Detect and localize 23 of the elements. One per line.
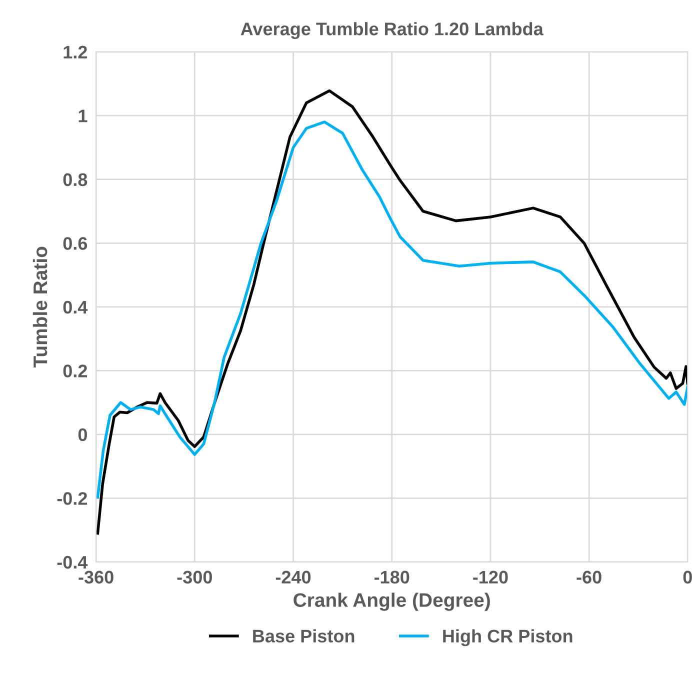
x-tick-label: -180 xyxy=(374,570,410,584)
y-tick-label: 0.8 xyxy=(63,173,88,186)
x-axis-title: Crank Angle (Degree) xyxy=(294,592,490,611)
y-tick-label: 0 xyxy=(78,428,87,442)
legend-label: High CR Piston xyxy=(443,629,572,646)
y-tick-label: -0.2 xyxy=(57,492,87,505)
line-series xyxy=(96,120,688,499)
x-tick-label: 0 xyxy=(683,570,692,584)
y-tick-label: -0.4 xyxy=(57,556,88,569)
x-tick-label: -120 xyxy=(473,570,508,584)
y-tick-label: 1 xyxy=(78,110,88,122)
line-series xyxy=(96,89,688,535)
x-tick-label: -360 xyxy=(78,570,114,584)
y-tick-label: 1.2 xyxy=(64,46,87,58)
legend-label: Base Piston xyxy=(253,629,354,642)
x-tick-label: -60 xyxy=(576,570,602,584)
x-tick-label: -300 xyxy=(177,570,212,584)
y-axis-title: Tumble Ratio xyxy=(32,246,48,368)
chart-title: Average Tumble Ratio 1.20 Lambda xyxy=(240,22,544,39)
y-tick-label: 0.6 xyxy=(63,237,88,250)
x-tick-label: -240 xyxy=(276,570,311,584)
y-tick-label: 0.4 xyxy=(63,300,88,314)
y-tick-label: 0.2 xyxy=(63,364,87,378)
